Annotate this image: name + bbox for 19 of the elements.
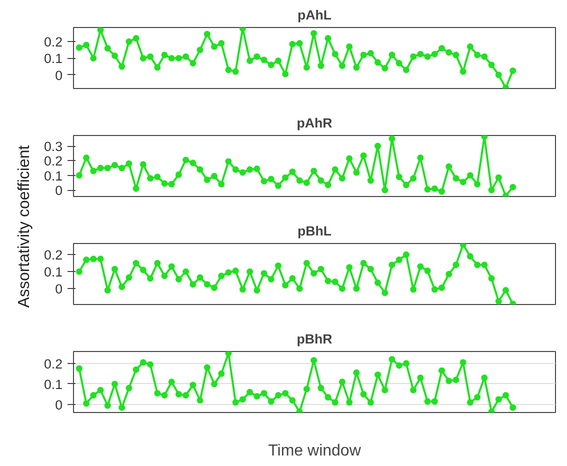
- chart-title: pBhR: [296, 332, 333, 346]
- y-tick-label: 0: [55, 68, 63, 83]
- y-tick-label: 0.2: [44, 356, 63, 372]
- y-axis-title: Assortativity coefficient: [16, 144, 33, 308]
- y-tick-label: 0.2: [44, 154, 63, 169]
- y-tick-label: 0: [55, 397, 63, 412]
- y-tick-label: 0.1: [44, 376, 63, 392]
- x-axis-title: Time window: [268, 442, 362, 460]
- y-tick-label: 0.3: [44, 139, 63, 154]
- y-tick-label: 0.2: [44, 248, 63, 263]
- y-tick-label: 0.1: [44, 264, 63, 280]
- chart-title: pAhL: [297, 8, 332, 22]
- chart-title: pBhL: [297, 224, 332, 238]
- y-tick-label: 0: [55, 282, 63, 297]
- y-tick-label: 0: [55, 183, 63, 198]
- y-tick-label: 0.1: [44, 51, 63, 66]
- chart-title: pAhR: [296, 116, 333, 130]
- y-tick-label: 0.2: [44, 34, 63, 50]
- y-tick-label: 0.1: [44, 168, 63, 184]
